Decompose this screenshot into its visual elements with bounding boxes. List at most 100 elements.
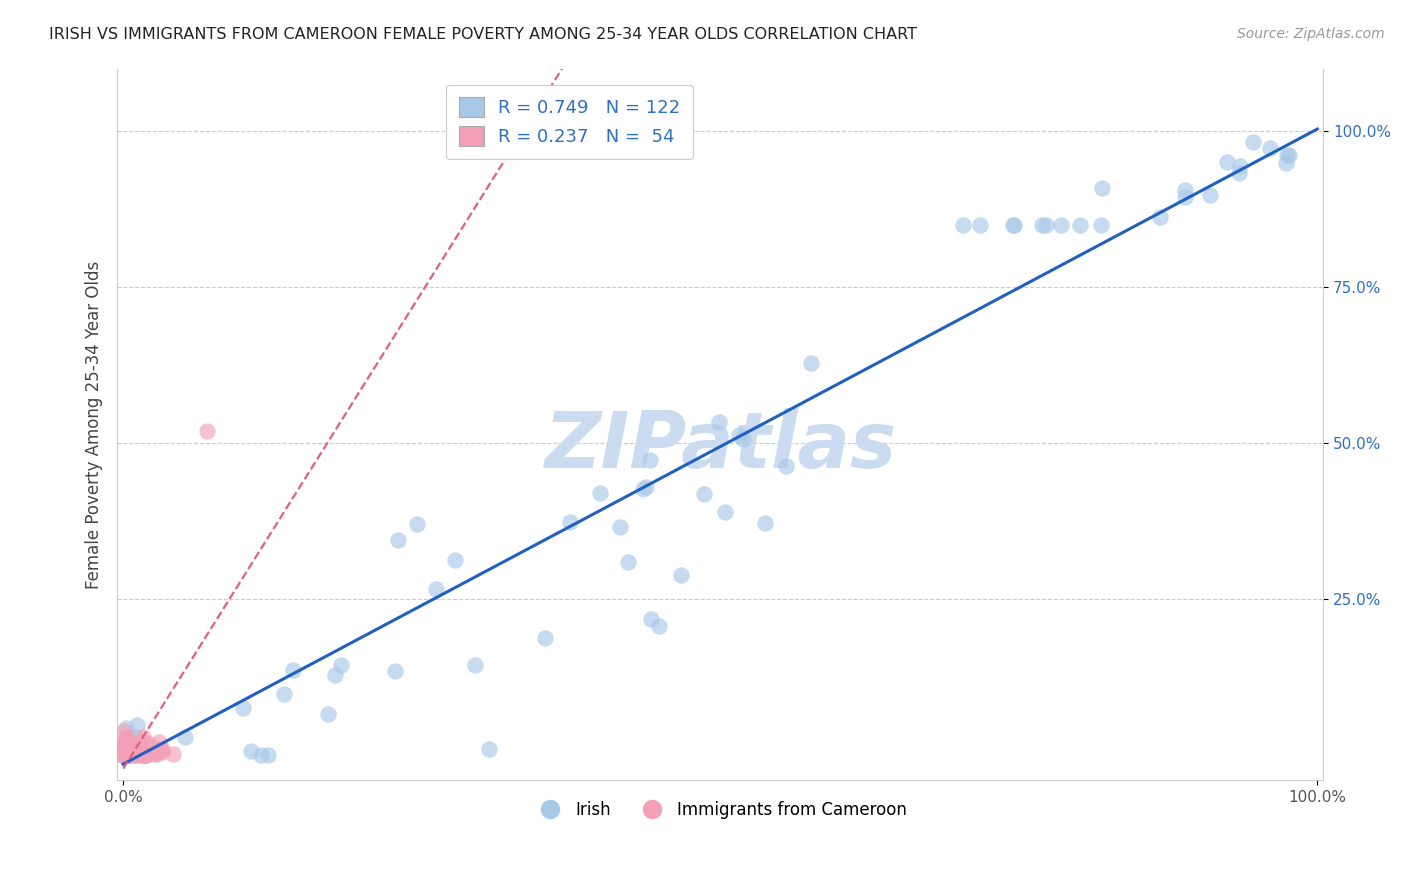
Point [273, 687, 295, 701]
Point [112, 748, 135, 763]
Point [232, 700, 254, 714]
Point [638, 453, 661, 467]
Point [120, 748, 142, 763]
Point [114, 747, 136, 762]
Point [112, 747, 135, 762]
Point [118, 748, 141, 763]
Point [120, 742, 142, 756]
Point [162, 747, 184, 762]
Point [117, 730, 139, 744]
Point [1258, 141, 1281, 155]
Point [112, 747, 135, 761]
Point [329, 657, 352, 672]
Point [125, 739, 148, 754]
Point [120, 748, 142, 763]
Point [640, 611, 662, 625]
Point [281, 663, 304, 677]
Point [775, 459, 797, 474]
Point [534, 631, 557, 645]
Point [112, 747, 135, 762]
Point [115, 747, 138, 761]
Point [692, 487, 714, 501]
Point [648, 619, 671, 633]
Point [631, 482, 654, 496]
Y-axis label: Female Poverty Among 25-34 Year Olds: Female Poverty Among 25-34 Year Olds [86, 260, 103, 589]
Point [112, 723, 135, 738]
Point [112, 744, 135, 758]
Point [131, 748, 153, 763]
Point [115, 747, 138, 762]
Point [1215, 155, 1237, 169]
Point [131, 733, 153, 747]
Point [135, 745, 157, 759]
Point [114, 748, 136, 763]
Point [112, 748, 135, 763]
Point [138, 746, 160, 760]
Point [117, 747, 139, 761]
Point [1035, 218, 1057, 232]
Point [138, 737, 160, 751]
Point [728, 428, 751, 442]
Point [114, 744, 136, 758]
Point [325, 668, 347, 682]
Point [669, 568, 692, 582]
Point [131, 747, 153, 762]
Point [112, 747, 135, 762]
Point [443, 552, 465, 566]
Point [1174, 183, 1197, 197]
Point [731, 433, 754, 447]
Point [112, 735, 135, 749]
Point [115, 745, 138, 759]
Point [114, 747, 136, 762]
Point [114, 747, 136, 762]
Point [114, 747, 136, 762]
Point [112, 747, 135, 762]
Point [122, 747, 145, 762]
Point [173, 730, 195, 744]
Point [240, 744, 263, 758]
Point [115, 747, 138, 761]
Point [117, 747, 139, 762]
Point [128, 739, 150, 753]
Point [617, 555, 640, 569]
Point [149, 742, 172, 756]
Point [128, 747, 150, 762]
Point [114, 748, 136, 763]
Point [558, 515, 581, 529]
Point [135, 748, 157, 763]
Point [112, 742, 135, 756]
Point [115, 731, 138, 745]
Point [125, 745, 148, 759]
Point [1277, 147, 1299, 161]
Text: ZIPatlas: ZIPatlas [544, 408, 897, 483]
Point [707, 415, 730, 429]
Text: Source: ZipAtlas.com: Source: ZipAtlas.com [1237, 27, 1385, 41]
Point [387, 533, 409, 547]
Point [115, 721, 138, 735]
Point [195, 424, 218, 438]
Point [425, 582, 447, 597]
Point [114, 735, 136, 749]
Point [384, 665, 406, 679]
Point [112, 747, 135, 762]
Point [124, 747, 146, 762]
Point [124, 748, 146, 763]
Point [1278, 148, 1301, 162]
Point [112, 747, 135, 761]
Point [115, 731, 138, 746]
Point [112, 747, 135, 762]
Point [1002, 218, 1025, 232]
Point [114, 747, 136, 762]
Point [112, 748, 135, 763]
Text: IRISH VS IMMIGRANTS FROM CAMEROON FEMALE POVERTY AMONG 25-34 YEAR OLDS CORRELATI: IRISH VS IMMIGRANTS FROM CAMEROON FEMALE… [49, 27, 917, 42]
Point [1069, 218, 1091, 232]
Point [112, 748, 135, 763]
Point [112, 746, 135, 760]
Point [117, 746, 139, 760]
Point [127, 718, 149, 732]
Point [588, 485, 610, 500]
Point [952, 218, 974, 232]
Point [118, 733, 141, 747]
Point [114, 747, 136, 762]
Point [117, 747, 139, 762]
